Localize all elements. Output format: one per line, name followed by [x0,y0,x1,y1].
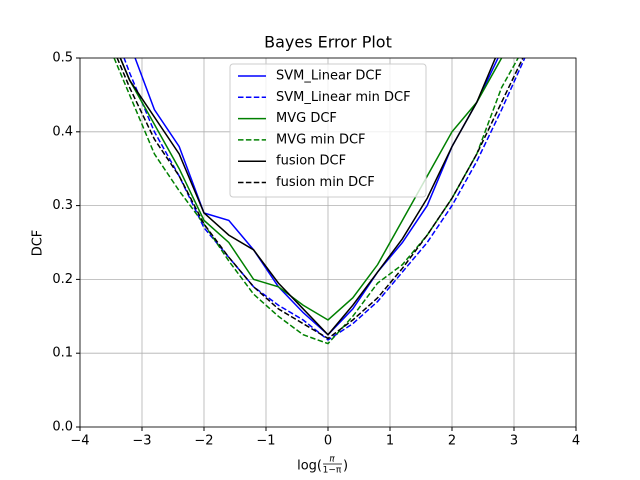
y-tick-label: 0.0 [52,420,73,435]
series-line [119,58,503,321]
x-tick-label: 0 [324,434,332,449]
y-tick-label: 0.3 [52,198,73,213]
x-tick-label: 2 [448,434,456,449]
x-label-prefix: log( [297,459,322,474]
x-label-suffix: ) [343,459,348,474]
x-tick-label: −3 [132,434,151,449]
x-tick-label: −4 [70,434,89,449]
plot-area [113,58,526,345]
x-label-denominator: 1−π [323,466,342,476]
legend-label: fusion DCF [276,154,346,169]
series-line [116,58,524,340]
series-line [119,58,497,336]
legend-label: fusion min DCF [276,175,375,190]
x-tick-label: −1 [256,434,275,449]
legend-box [229,63,427,198]
y-axis-label: DCF [31,230,46,257]
x-label-numerator: π [329,455,335,465]
x-axis-label: log( π 1−π ) [297,455,348,476]
series-line [123,58,526,341]
legend-label: MVG DCF [276,111,337,126]
x-tick-label: 3 [510,434,518,449]
legend-label: SVM_Linear min DCF [276,90,411,105]
y-tick-label: 0.5 [52,51,73,66]
x-tick-label: 1 [386,434,394,449]
legend-label: MVG min DCF [276,132,366,147]
x-tick-label: −2 [194,434,213,449]
legend: SVM_Linear DCF SVM_Linear min DCF MVG DCF M… [229,63,427,198]
chart-title: Bayes Error Plot [264,33,392,52]
y-tick-label: 0.4 [52,124,73,139]
y-tick-label: 0.1 [52,346,73,361]
axes-frame [79,57,577,428]
x-tick-label: 4 [572,434,580,449]
series-line [113,58,519,345]
legend-label: SVM_Linear DCF [276,69,382,84]
y-tick-label: 0.2 [52,272,73,287]
